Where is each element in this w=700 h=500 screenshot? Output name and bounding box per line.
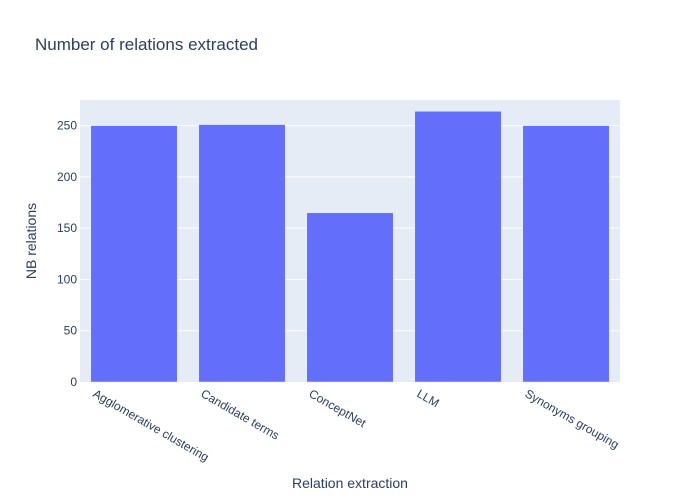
x-tick-label: Agglomerative clustering: [91, 386, 212, 464]
y-tick-labels: 0 50 100 150 200 250: [57, 119, 77, 389]
y-tick-label: 100: [57, 272, 77, 286]
y-tick-label: 250: [57, 119, 77, 133]
bar: [90, 125, 178, 383]
y-tick-label: 50: [64, 324, 78, 338]
chart-title: Number of relations extracted: [35, 35, 258, 54]
bar: [522, 125, 610, 383]
bar: [306, 212, 394, 383]
bar: [414, 111, 502, 383]
bar: [198, 124, 286, 383]
x-tick-label: LLM: [415, 386, 442, 410]
y-tick-label: 200: [57, 170, 77, 184]
y-axis-title: NB relations: [23, 203, 39, 279]
x-axis-title: Relation extraction: [292, 475, 408, 491]
x-tick-label: Candidate terms: [199, 386, 282, 442]
y-tick-label: 150: [57, 221, 77, 235]
x-tick-label: ConceptNet: [307, 386, 369, 430]
x-tick-label: Synonyms grouping: [523, 386, 622, 451]
y-tick-label: 0: [70, 375, 77, 389]
bars: [90, 111, 610, 383]
